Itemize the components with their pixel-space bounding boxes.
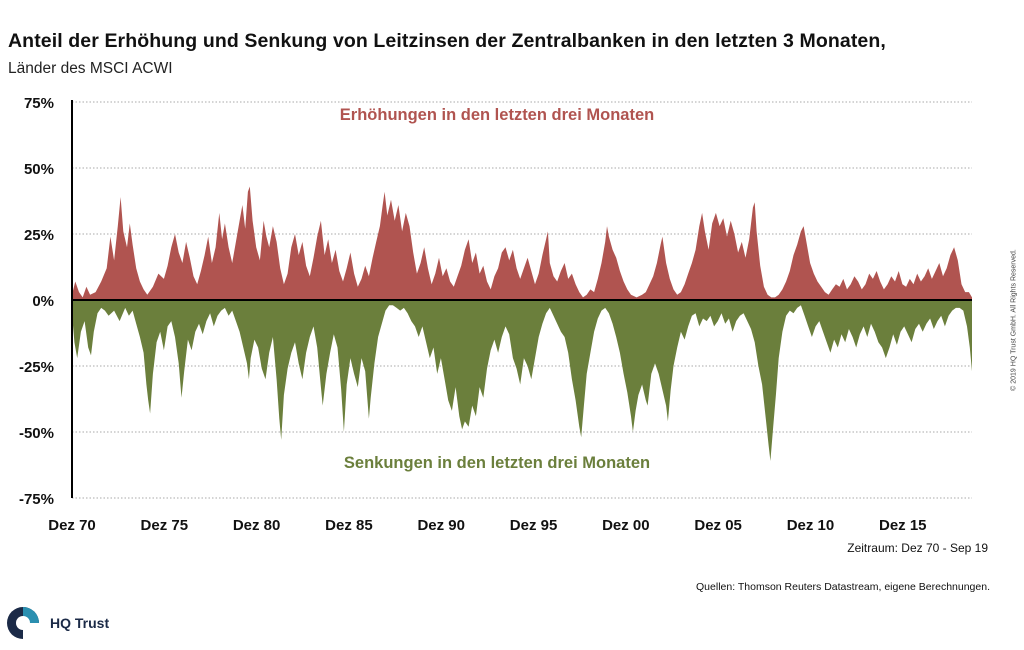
x-tick-label: Dez 70 (48, 517, 96, 534)
y-tick-label: 50% (24, 161, 54, 178)
y-tick-label: 75% (24, 95, 54, 112)
y-tick-label: 25% (24, 227, 54, 244)
y-tick-label: -75% (19, 491, 54, 508)
decrease-area (72, 300, 972, 461)
annotation-increases: Erhöhungen in den letzten drei Monaten (340, 106, 654, 124)
y-tick-label: -25% (19, 359, 54, 376)
increase-area (72, 186, 972, 300)
x-tick-label: Dez 05 (694, 517, 742, 534)
source-note: Quellen: Thomson Reuters Datastream, eig… (696, 581, 990, 593)
x-tick-label: Dez 15 (879, 517, 927, 534)
hq-trust-logo-icon (7, 607, 39, 639)
x-tick-label: Dez 00 (602, 517, 650, 534)
area-series (72, 186, 972, 461)
x-tick-label: Dez 75 (141, 517, 189, 534)
hq-trust-logo-text: HQ Trust (50, 615, 110, 631)
x-tick-label: Dez 10 (787, 517, 835, 534)
x-tick-label: Dez 85 (325, 517, 373, 534)
chart-title: Anteil der Erhöhung und Senkung von Leit… (8, 30, 886, 52)
copyright-notice: © 2019 HQ Trust GmbH. All Rights Reserve… (1010, 249, 1018, 391)
period-note: Zeitraum: Dez 70 - Sep 19 (847, 541, 988, 555)
x-tick-label: Dez 80 (233, 517, 281, 534)
annotation-decreases: Senkungen in den letzten drei Monaten (344, 454, 650, 472)
x-tick-label: Dez 90 (417, 517, 465, 534)
chart-subtitle: Länder des MSCI ACWI (8, 60, 173, 77)
axes: 75% 50% 25% 0% -25% -50% -75% Dez 70 Dez 75 Dez 8… (19, 95, 972, 534)
y-tick-label: 0% (32, 293, 54, 310)
y-tick-label: -50% (19, 425, 54, 442)
grid-lines (72, 101, 972, 499)
x-tick-label: Dez 95 (510, 517, 558, 534)
